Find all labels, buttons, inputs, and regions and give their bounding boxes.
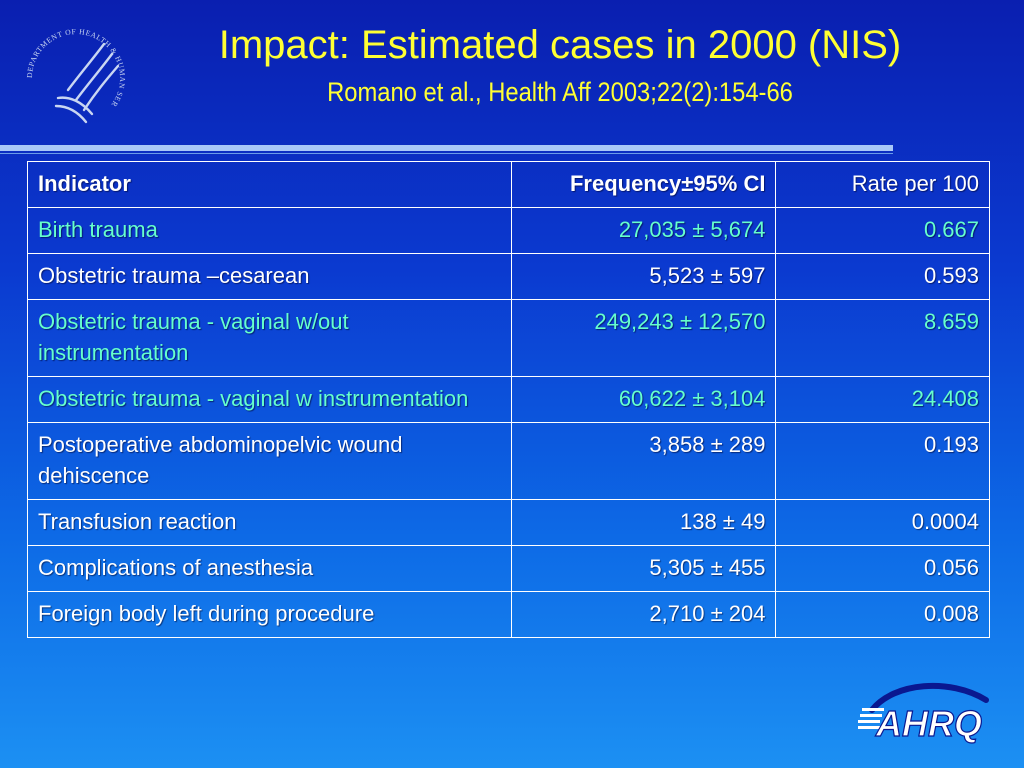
table-header-row: Indicator Frequency±95% CI Rate per 100 <box>27 161 990 208</box>
header-frequency: Frequency±95% CI <box>510 161 777 208</box>
cell-frequency: 27,035 ± 5,674 <box>510 207 777 254</box>
ahrq-logo: AHRQ <box>858 682 989 745</box>
table-row: Foreign body left during procedure 2,710 … <box>27 591 990 638</box>
cell-rate: 0.056 <box>775 545 990 592</box>
cell-rate: 0.193 <box>775 422 990 500</box>
cell-indicator: Postoperative abdominopelvic wound dehis… <box>27 422 512 500</box>
slide-subtitle: Romano et al., Health Aff 2003;22(2):154… <box>327 77 793 107</box>
slide-title: Impact: Estimated cases in 2000 (NIS) <box>218 23 902 67</box>
cell-rate: 0.008 <box>775 591 990 638</box>
cell-rate: 8.659 <box>775 299 990 377</box>
table-row: Transfusion reaction 138 ± 49 0.0004 <box>27 499 990 546</box>
table-row: Postoperative abdominopelvic wound dehis… <box>27 422 990 500</box>
cell-rate: 0.0004 <box>775 499 990 546</box>
cell-indicator: Birth trauma <box>27 207 512 254</box>
svg-text:DEPARTMENT OF HEALTH & HUMAN S: DEPARTMENT OF HEALTH & HUMAN SERVICES · … <box>14 14 127 109</box>
seal-text: DEPARTMENT OF HEALTH & HUMAN SERVICES · … <box>14 14 126 109</box>
cell-rate: 0.593 <box>775 253 990 300</box>
cell-rate: 0.667 <box>775 207 990 254</box>
cell-frequency: 138 ± 49 <box>510 499 777 546</box>
table-row: Birth trauma 27,035 ± 5,674 0.667 <box>27 207 990 254</box>
cell-frequency: 5,523 ± 597 <box>510 253 777 300</box>
cell-frequency: 2,710 ± 204 <box>510 591 777 638</box>
indicators-table: Indicator Frequency±95% CI Rate per 100 … <box>27 161 990 638</box>
cell-rate: 24.408 <box>775 376 990 423</box>
cell-indicator: Complications of anesthesia <box>27 545 512 592</box>
table-row: Obstetric trauma –cesarean 5,523 ± 597 0.5… <box>27 253 990 300</box>
cell-frequency: 3,858 ± 289 <box>510 422 777 500</box>
table-row: Obstetric trauma - vaginal w/out instrum… <box>27 299 990 377</box>
cell-indicator: Transfusion reaction <box>27 499 512 546</box>
cell-indicator: Obstetric trauma - vaginal w instrumenta… <box>27 376 512 423</box>
hhs-seal-logo: DEPARTMENT OF HEALTH & HUMAN SERVICES · … <box>14 14 127 124</box>
title-divider <box>0 145 893 151</box>
eagle-icon <box>54 42 120 124</box>
logo-arc-icon <box>869 682 989 713</box>
logo-text: AHRQ <box>875 703 982 744</box>
logo-stripes-icon <box>858 708 884 729</box>
table-row: Obstetric trauma - vaginal w instrumenta… <box>27 376 990 423</box>
table-row: Complications of anesthesia 5,305 ± 455 0.… <box>27 545 990 592</box>
cell-indicator: Foreign body left during procedure <box>27 591 512 638</box>
header-rate: Rate per 100 <box>775 161 990 208</box>
title-divider-thin <box>0 153 893 154</box>
cell-frequency: 5,305 ± 455 <box>510 545 777 592</box>
cell-frequency: 60,622 ± 3,104 <box>510 376 777 423</box>
cell-indicator: Obstetric trauma - vaginal w/out instrum… <box>27 299 512 377</box>
cell-frequency: 249,243 ± 12,570 <box>510 299 777 377</box>
table-body: Birth trauma 27,035 ± 5,674 0.667 Obstetric… <box>27 207 990 638</box>
header-indicator: Indicator <box>27 161 512 208</box>
cell-indicator: Obstetric trauma –cesarean <box>27 253 512 300</box>
